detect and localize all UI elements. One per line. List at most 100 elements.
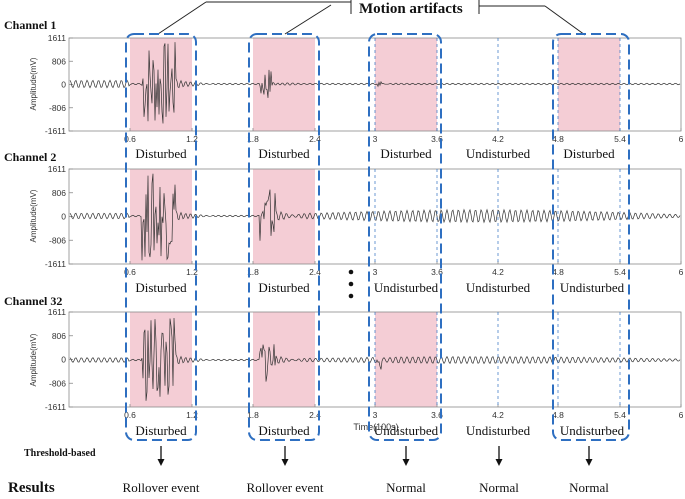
result-arrows: [157, 446, 593, 466]
state-label: Disturbed: [380, 146, 432, 161]
x-tick-label: 3: [373, 410, 378, 420]
results-section: Threshold-based Results Rollover event R…: [8, 446, 609, 496]
arrow-head-icon: [585, 459, 593, 466]
x-tick-label: 6: [679, 267, 684, 277]
x-tick-label: 1.2: [186, 134, 198, 144]
result-text: Rollover event: [123, 480, 200, 494]
ellipsis-dot: [348, 269, 354, 275]
arrow-head-icon: [495, 459, 503, 466]
y-tick-label: 806: [52, 56, 66, 66]
x-tick-label: 3.6: [431, 410, 443, 420]
x-tick-label: 3: [373, 267, 378, 277]
x-tick-label: 6: [679, 134, 684, 144]
window-box-1: [125, 33, 197, 441]
state-label: Undisturbed: [374, 423, 439, 438]
state-label: Undisturbed: [560, 423, 625, 438]
state-label: Disturbed: [258, 423, 310, 438]
x-tick-label: 5.4: [614, 410, 626, 420]
x-tick-label: 3: [373, 134, 378, 144]
x-tick-label: 4.2: [492, 134, 504, 144]
x-tick-label: 2.4: [309, 267, 321, 277]
state-label: Disturbed: [135, 280, 187, 295]
arrow-head-icon: [157, 459, 165, 466]
arrow-head-icon: [281, 459, 289, 466]
state-label: Undisturbed: [560, 280, 625, 295]
state-label: Disturbed: [135, 423, 187, 438]
y-tick-label: 806: [52, 188, 66, 198]
state-label: Undisturbed: [466, 146, 531, 161]
callout-line-2: [284, 4, 332, 35]
x-tick-label: 6: [679, 410, 684, 420]
ellipsis-dot: [348, 293, 354, 299]
state-label: Undisturbed: [466, 280, 531, 295]
y-tick-label: -1611: [45, 126, 66, 136]
x-tick-label: 4.8: [552, 267, 564, 277]
window-guides: [374, 38, 621, 407]
motion-artifacts-callout: Motion artifacts: [157, 0, 586, 36]
state-label: Disturbed: [563, 146, 615, 161]
x-tick-label: 5.4: [614, 267, 626, 277]
y-tick-label: 0: [61, 355, 66, 365]
y-tick-label: 0: [61, 80, 66, 90]
y-tick-label: -1611: [45, 402, 66, 412]
state-label: Disturbed: [258, 280, 310, 295]
x-tick-label: 0.6: [124, 410, 136, 420]
x-tick-label: 4.2: [492, 267, 504, 277]
state-label: Undisturbed: [374, 280, 439, 295]
result-text: Normal: [386, 480, 426, 494]
results-label: Results: [8, 480, 55, 494]
y-tick-label: 806: [52, 331, 66, 341]
threshold-label: Threshold-based: [24, 448, 96, 459]
channel-label: Channel 1: [4, 18, 56, 32]
window-box-3: [368, 33, 442, 441]
x-tick-label: 1.2: [186, 267, 198, 277]
y-tick-label: 1611: [48, 307, 67, 317]
x-tick-label: 1.2: [186, 410, 198, 420]
x-tick-label: 2.4: [309, 134, 321, 144]
diagram-title: Motion artifacts: [359, 1, 463, 17]
callout-line-1: [157, 1, 207, 35]
channel-panel-1: Channel 1 1611 806 0 -806 -1611 0.6 1.2 1.8 2.4…: [4, 18, 684, 161]
y-tick-label: -1611: [45, 259, 66, 269]
window-box-2: [248, 33, 320, 441]
callout-line-3: [544, 5, 586, 36]
signal-trace: [69, 42, 681, 124]
state-label: Undisturbed: [466, 423, 531, 438]
x-tick-label: 1.8: [247, 410, 259, 420]
state-label: Disturbed: [258, 146, 310, 161]
channel-panel-3: Channel 32 1611 806 0 -806 -1611 0.6 1.2 1.8 2.…: [4, 294, 684, 438]
y-axis-label: Amplitude(mV): [29, 333, 38, 386]
result-text: Normal: [479, 480, 519, 494]
x-tick-label: 5.4: [614, 134, 626, 144]
y-tick-label: 0: [61, 212, 66, 222]
y-axis-label: Amplitude(mV): [29, 189, 38, 242]
x-tick-label: 3.6: [431, 267, 443, 277]
state-label: Disturbed: [135, 146, 187, 161]
ellipsis-dot: [348, 281, 354, 287]
x-tick-label: 0.6: [124, 134, 136, 144]
x-tick-label: 1.8: [247, 134, 259, 144]
ellipsis-dots: [348, 269, 354, 299]
x-tick-label: 0.6: [124, 267, 136, 277]
x-tick-label: 4.2: [492, 410, 504, 420]
channel-label: Channel 32: [4, 294, 62, 308]
channel-panel-2: Channel 2 1611 806 0 -806 -1611 0.6 1.2 1.8 2.4…: [4, 150, 684, 295]
result-text: Rollover event: [247, 480, 324, 494]
y-tick-label: -806: [49, 235, 66, 245]
y-tick-label: 1611: [48, 164, 67, 174]
y-tick-label: 1611: [48, 33, 67, 43]
result-text: Normal: [569, 480, 609, 494]
arrow-head-icon: [402, 459, 410, 466]
x-tick-label: 4.8: [552, 410, 564, 420]
artifact-shade: [253, 312, 315, 407]
x-tick-label: 3.6: [431, 134, 443, 144]
x-axis-label: Time(100s): [353, 422, 398, 432]
y-tick-label: -806: [49, 103, 66, 113]
y-tick-label: -806: [49, 378, 66, 388]
selection-boxes: [125, 33, 630, 441]
x-tick-label: 2.4: [309, 410, 321, 420]
x-tick-label: 4.8: [552, 134, 564, 144]
channel-label: Channel 2: [4, 150, 56, 164]
